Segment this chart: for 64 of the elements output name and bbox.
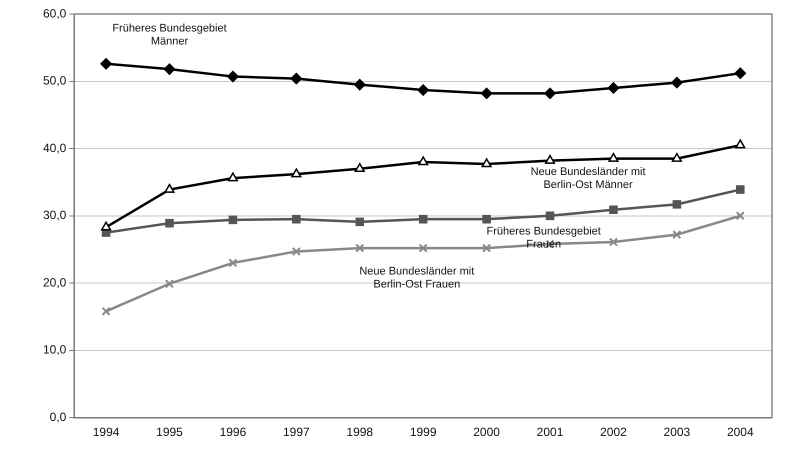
series-label: Neue Bundesländer mit Berlin-Ost Männer — [530, 166, 646, 191]
point — [164, 63, 176, 75]
x-tick-label: 2003 — [664, 425, 691, 440]
point — [227, 70, 239, 82]
point — [418, 156, 428, 166]
point — [480, 88, 492, 100]
point — [354, 162, 365, 172]
x-tick-label: 1998 — [346, 425, 374, 440]
point — [609, 205, 618, 214]
x-tick-label: 2004 — [726, 425, 754, 440]
point — [608, 82, 620, 94]
y-tick-label: 20,0 — [42, 275, 67, 290]
point — [228, 216, 238, 224]
point — [290, 72, 302, 84]
point — [418, 244, 428, 253]
point — [228, 258, 238, 268]
point — [544, 154, 556, 164]
point — [291, 168, 302, 178]
point — [354, 78, 366, 90]
x-tick-label: 1997 — [282, 425, 310, 440]
point — [672, 230, 682, 240]
point — [418, 214, 428, 224]
point — [482, 244, 492, 253]
point — [734, 67, 746, 79]
point — [671, 76, 683, 88]
point — [228, 172, 238, 182]
point — [292, 246, 301, 256]
point — [672, 200, 682, 209]
point — [735, 139, 746, 148]
x-tick-label: 2001 — [536, 425, 564, 440]
series-label: Früheres Bundesgebiet Frauen — [486, 226, 601, 251]
point — [736, 211, 745, 220]
series-label: Früheres Bundesgebiet Männer — [112, 22, 227, 48]
point — [100, 58, 112, 70]
point — [482, 158, 492, 168]
point — [164, 279, 174, 288]
x-tick-label: 1999 — [410, 425, 437, 440]
x-tick-label: 1994 — [92, 425, 120, 440]
point — [736, 185, 745, 194]
x-tick-label: 1996 — [220, 425, 247, 440]
point — [608, 238, 618, 247]
y-tick-label: 40,0 — [42, 140, 67, 155]
point — [100, 221, 112, 230]
point — [164, 184, 175, 193]
y-tick-label: 10,0 — [42, 342, 67, 357]
point — [608, 152, 619, 162]
y-tick-label: 50,0 — [42, 74, 67, 88]
point — [102, 306, 111, 316]
point — [355, 244, 364, 253]
point — [544, 88, 556, 100]
y-tick-label: 0,0 — [50, 410, 67, 424]
x-tick-label: 1995 — [156, 425, 184, 440]
y-tick-label: 60,0 — [42, 6, 67, 20]
point — [482, 214, 491, 224]
point — [672, 152, 682, 162]
point — [546, 212, 554, 220]
point — [355, 218, 364, 226]
y-tick-label: 30,0 — [42, 208, 67, 222]
point — [292, 214, 301, 224]
series-label: Neue Bundesländer mit Berlin-Ost Frauen — [359, 266, 474, 291]
point — [417, 84, 429, 96]
x-tick-label: 2000 — [473, 425, 500, 440]
x-tick-label: 2002 — [600, 425, 628, 440]
point — [165, 218, 174, 228]
